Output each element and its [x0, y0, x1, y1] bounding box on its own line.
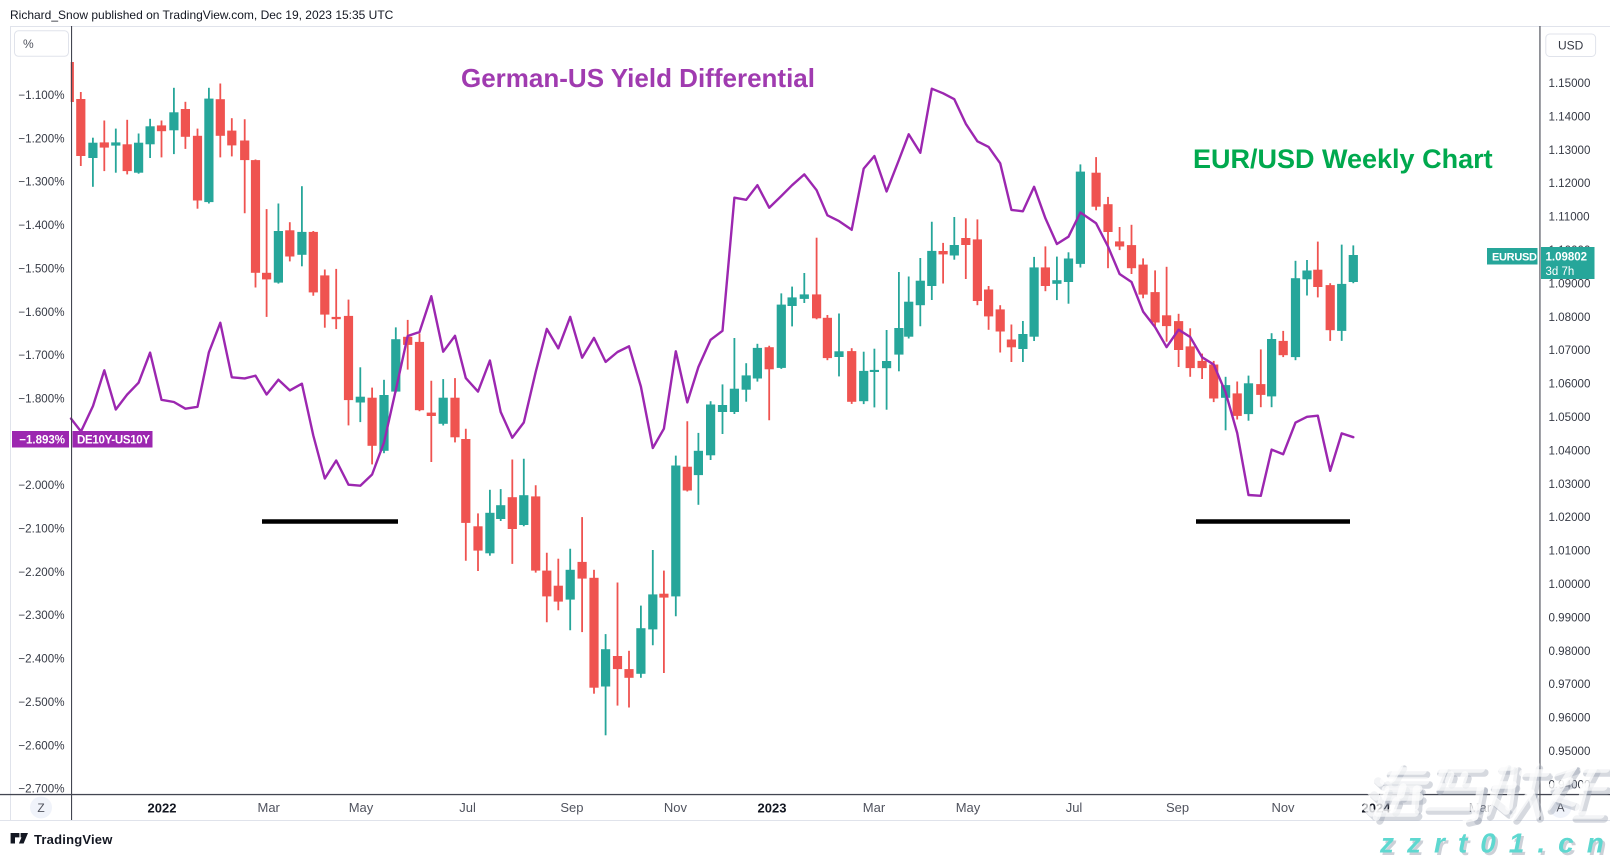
svg-text:1.14000: 1.14000: [1549, 110, 1591, 123]
svg-text:Richard_Snow published on Trad: Richard_Snow published on TradingView.co…: [10, 8, 394, 22]
svg-text:−1.100%: −1.100%: [18, 89, 64, 102]
svg-text:−1.200%: −1.200%: [18, 132, 64, 145]
svg-text:1.04000: 1.04000: [1549, 444, 1591, 457]
svg-text:%: %: [23, 37, 34, 51]
svg-text:−1.600%: −1.600%: [18, 306, 64, 319]
svg-text:1.03000: 1.03000: [1549, 478, 1591, 491]
svg-text:−1.800%: −1.800%: [18, 393, 64, 406]
svg-text:Mar: Mar: [258, 800, 281, 815]
svg-text:USD: USD: [1558, 39, 1584, 53]
svg-text:zzrt01.cn: zzrt01.cn: [1379, 828, 1610, 857]
svg-text:−2.200%: −2.200%: [18, 566, 64, 579]
svg-text:Jul: Jul: [1066, 800, 1083, 815]
svg-text:1.09802: 1.09802: [1546, 252, 1588, 264]
svg-text:0.99000: 0.99000: [1549, 611, 1591, 624]
svg-text:zzrt01.cn: zzrt01.cn: [1382, 830, 1610, 857]
svg-text:German-US Yield Differential: German-US Yield Differential: [461, 63, 815, 93]
svg-text:Nov: Nov: [664, 800, 688, 815]
svg-text:1.02000: 1.02000: [1549, 511, 1591, 524]
svg-text:2023: 2023: [758, 801, 787, 816]
svg-text:1.09000: 1.09000: [1549, 277, 1591, 290]
svg-text:0.98000: 0.98000: [1549, 645, 1591, 658]
svg-text:0.95000: 0.95000: [1549, 745, 1591, 758]
svg-text:1.12000: 1.12000: [1549, 177, 1591, 190]
svg-text:1.00000: 1.00000: [1549, 578, 1591, 591]
svg-text:−2.100%: −2.100%: [18, 523, 64, 536]
svg-text:−1.500%: −1.500%: [18, 262, 64, 275]
svg-text:1.11000: 1.11000: [1549, 211, 1590, 224]
svg-text:1.15000: 1.15000: [1549, 77, 1591, 90]
svg-text:EUR/USD Weekly Chart: EUR/USD Weekly Chart: [1193, 144, 1493, 174]
svg-text:−1.893%: −1.893%: [19, 435, 65, 447]
svg-text:Sep: Sep: [1166, 800, 1189, 815]
svg-text:2022: 2022: [148, 801, 177, 816]
svg-text:TradingView: TradingView: [34, 832, 113, 847]
svg-text:1.08000: 1.08000: [1549, 311, 1591, 324]
svg-text:−2.300%: −2.300%: [18, 609, 64, 622]
svg-text:−1.300%: −1.300%: [18, 176, 64, 189]
svg-text:EURUSD: EURUSD: [1492, 252, 1537, 264]
svg-text:Sep: Sep: [560, 800, 583, 815]
svg-text:−2.700%: −2.700%: [18, 783, 64, 796]
svg-text:−1.400%: −1.400%: [18, 219, 64, 232]
svg-text:1.01000: 1.01000: [1549, 545, 1591, 558]
svg-text:Nov: Nov: [1271, 800, 1295, 815]
svg-text:−2.000%: −2.000%: [18, 479, 64, 492]
svg-text:May: May: [956, 800, 981, 815]
svg-text:−2.400%: −2.400%: [18, 653, 64, 666]
svg-text:1.06000: 1.06000: [1549, 378, 1591, 391]
svg-text:1.07000: 1.07000: [1549, 344, 1591, 357]
svg-text:0.96000: 0.96000: [1549, 712, 1591, 725]
svg-text:−2.600%: −2.600%: [18, 739, 64, 752]
svg-text:DE10Y-US10Y: DE10Y-US10Y: [77, 435, 150, 447]
svg-text:Jul: Jul: [459, 800, 476, 815]
svg-text:1.05000: 1.05000: [1549, 411, 1591, 424]
svg-text:May: May: [349, 800, 374, 815]
svg-text:−1.700%: −1.700%: [18, 349, 64, 362]
svg-text:1.13000: 1.13000: [1549, 144, 1591, 157]
svg-text:−2.500%: −2.500%: [18, 696, 64, 709]
svg-text:A: A: [1556, 801, 1564, 815]
svg-text:Z: Z: [37, 801, 44, 815]
svg-text:Mar: Mar: [863, 800, 886, 815]
svg-text:0.97000: 0.97000: [1549, 678, 1591, 691]
svg-text:3d 7h: 3d 7h: [1546, 266, 1575, 278]
